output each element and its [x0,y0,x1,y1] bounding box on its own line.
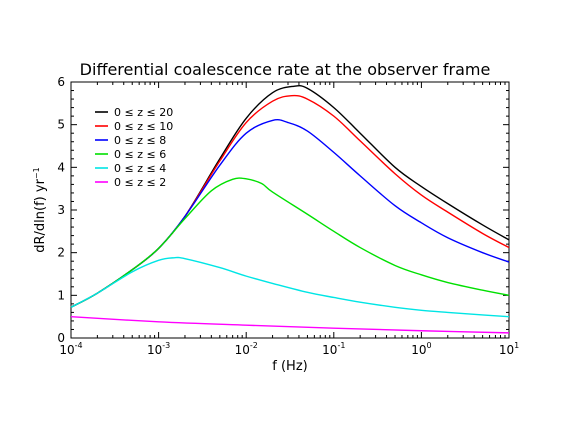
x-tick-label: 101 [499,341,519,357]
y-axis-label-main: dR/dln(f) yr [33,178,48,252]
y-tick-label: 5 [57,118,65,132]
y-axis-label: dR/dln(f) yr−1 [32,167,48,252]
x-tick-label: 100 [411,341,431,357]
legend: 0 ≤ z ≤ 200 ≤ z ≤ 100 ≤ z ≤ 80 ≤ z ≤ 60 … [95,106,173,189]
x-tick-base: 10 [59,343,74,357]
legend-label: 0 ≤ z ≤ 6 [114,148,166,161]
x-tick-exponent: -1 [337,341,345,350]
x-tick-base: 10 [235,343,250,357]
series-line-5 [70,315,510,334]
x-tick-base: 10 [147,343,162,357]
x-tick-label: 10-1 [322,341,345,357]
x-tick-exponent: -2 [250,341,258,350]
series-line-4 [70,256,510,318]
y-tick-labels: 0 1 2 3 4 5 6 [57,75,65,345]
y-tick-label: 6 [57,75,65,89]
legend-label: 0 ≤ z ≤ 4 [114,162,166,175]
x-tick-exponent: 1 [514,341,519,350]
y-tick-label: 1 [57,288,65,302]
axis-ticks [70,81,510,339]
series-lines [70,84,510,334]
x-tick-exponent: 0 [426,341,431,350]
x-tick-base: 10 [499,343,514,357]
x-tick-base: 10 [411,343,426,357]
y-axis-label-exponent: −1 [32,167,41,179]
series-line-3 [70,177,510,308]
chart-title: Differential coalescence rate at the obs… [80,60,491,79]
x-tick-labels: 10-4 10-3 10-2 10-1 100 101 [59,341,519,357]
y-tick-label: 4 [57,160,65,174]
legend-label: 0 ≤ z ≤ 20 [114,106,173,119]
legend-label: 0 ≤ z ≤ 10 [114,120,173,133]
x-tick-exponent: -4 [75,341,83,350]
x-tick-base: 10 [322,343,337,357]
x-tick-label: 10-3 [147,341,170,357]
y-tick-label: 3 [57,203,65,217]
x-tick-label: 10-4 [59,341,82,357]
x-tick-label: 10-2 [235,341,258,357]
legend-label: 0 ≤ z ≤ 8 [114,134,166,147]
legend-label: 0 ≤ z ≤ 2 [114,176,166,189]
x-tick-exponent: -3 [162,341,170,350]
y-tick-label: 2 [57,246,65,260]
y-tick-label: 0 [57,331,65,345]
x-axis-label: f (Hz) [272,359,307,374]
